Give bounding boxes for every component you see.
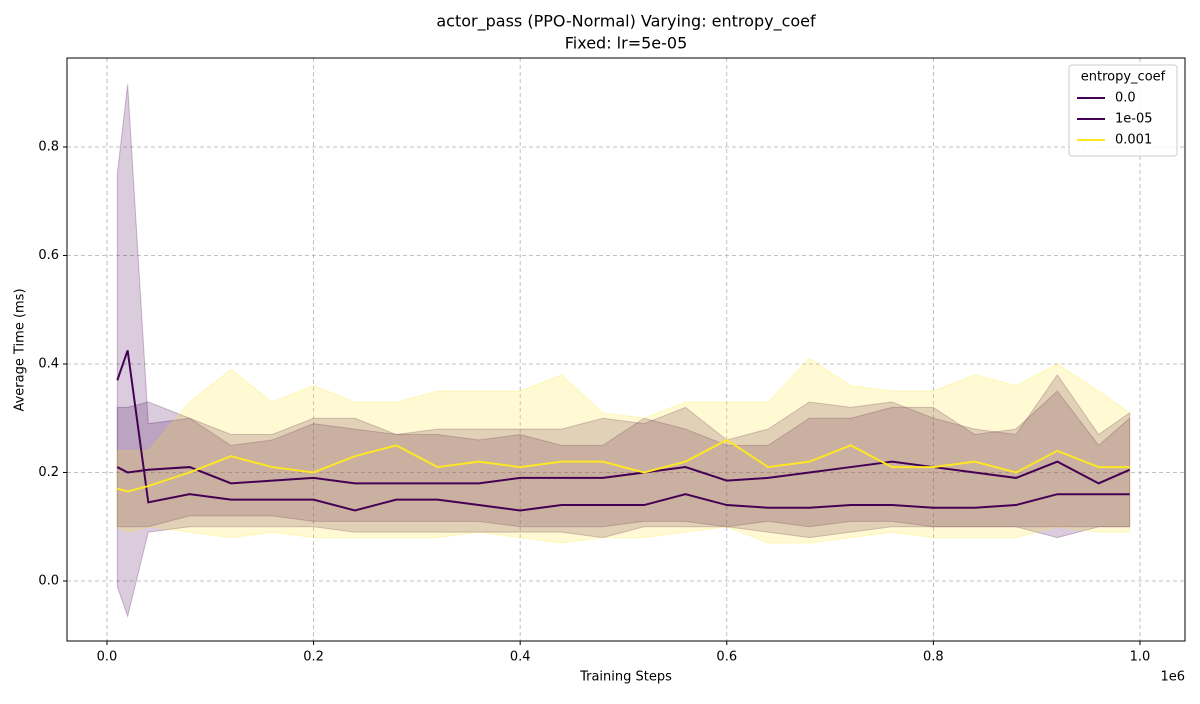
chart-subtitle: Fixed: lr=5e-05 bbox=[565, 34, 688, 53]
plot-frame bbox=[66, 57, 1186, 642]
y-tick-label: 0.6 bbox=[38, 248, 59, 263]
legend-label: 0.001 bbox=[1115, 133, 1152, 148]
legend-box bbox=[1068, 64, 1178, 157]
x-tick-label: 0.4 bbox=[510, 650, 531, 665]
x-offset-label: 1e6 bbox=[1160, 670, 1185, 685]
x-axis-label: Training Steps bbox=[579, 670, 672, 685]
legend-title: entropy_coef bbox=[1081, 70, 1166, 85]
legend-label: 0.0 bbox=[1115, 91, 1136, 106]
y-tick-label: 0.8 bbox=[38, 139, 59, 154]
x-tick-label: 0.2 bbox=[303, 650, 324, 665]
x-tick-label: 1.0 bbox=[1130, 650, 1151, 665]
y-tick-label: 0.2 bbox=[38, 465, 59, 480]
series-line bbox=[116, 460, 1131, 485]
y-tick-label: 0.0 bbox=[38, 573, 59, 588]
legend-label: 1e-05 bbox=[1115, 112, 1153, 127]
y-axis-label: Average Time (ms) bbox=[13, 288, 28, 411]
series-line bbox=[116, 350, 1130, 512]
chart-title: actor_pass (PPO-Normal) Varying: entropy… bbox=[436, 12, 816, 32]
x-tick-label: 0.6 bbox=[716, 650, 737, 665]
error-band bbox=[116, 373, 1131, 528]
x-tick-label: 0.0 bbox=[97, 650, 118, 665]
x-tick-label: 0.8 bbox=[923, 650, 944, 665]
y-tick-label: 0.4 bbox=[38, 356, 59, 371]
series-line bbox=[117, 438, 1130, 493]
error-band bbox=[116, 357, 1131, 544]
